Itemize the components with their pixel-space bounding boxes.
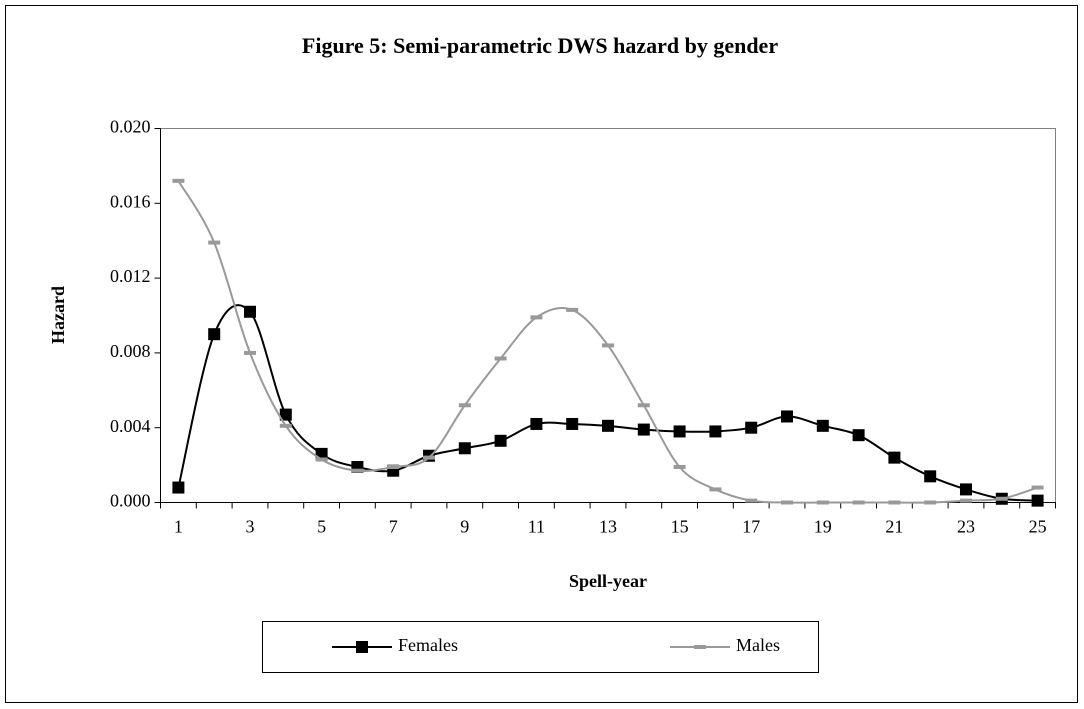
data-point [816,419,829,432]
data-point [709,487,722,492]
data-point [1031,494,1044,507]
chart-title: Figure 5: Semi-parametric DWS hazard by … [302,33,778,58]
chart-frame [5,5,1078,703]
data-point [673,425,686,438]
data-point [208,240,221,245]
data-point [852,429,865,442]
data-point [709,425,722,438]
data-point [387,464,400,469]
x-axis-title: Spell-year [569,571,647,591]
data-point [1031,485,1044,490]
data-point [924,470,937,483]
data-point [602,419,614,432]
data-point [566,307,579,312]
data-point [637,403,650,408]
data-point [888,451,901,464]
data-point [423,455,435,460]
data-point [458,403,471,408]
data-point [924,500,937,505]
data-point [852,500,865,505]
data-point [816,500,829,505]
data-point [494,434,507,447]
data-point [960,498,972,503]
x-tick-label: 7 [389,517,398,537]
data-point [602,343,614,348]
x-tick-label: 15 [671,517,689,537]
x-tick-label: 25 [1029,517,1047,537]
data-point [960,483,972,496]
data-point [566,417,579,430]
data-point [279,408,292,421]
y-tick-label: 0.000 [110,491,151,511]
x-tick-label: 19 [814,517,832,537]
x-tick-label: 9 [460,517,469,537]
y-axis-title: Hazard [48,286,68,344]
data-point [530,417,543,430]
data-point [888,500,901,505]
data-point [781,410,793,423]
data-point [208,328,221,341]
data-point [315,457,328,462]
legend-label: Females [398,635,458,655]
x-tick-label: 5 [317,517,326,537]
x-tick-label: 3 [246,517,255,537]
y-tick-label: 0.016 [110,191,151,211]
legend-label: Males [736,635,780,655]
data-point [244,350,256,355]
y-tick-label: 0.004 [110,416,151,436]
data-point [279,423,292,428]
data-point [351,468,364,473]
data-point [745,498,758,503]
x-tick-label: 13 [599,517,617,537]
x-tick-label: 1 [174,517,183,537]
y-tick-label: 0.020 [110,117,151,137]
data-point [781,500,793,505]
data-point [172,481,185,494]
x-tick-label: 17 [742,517,760,537]
data-point [745,421,758,434]
legend-marker [356,641,368,653]
data-point [637,423,650,436]
legend-marker [694,645,706,649]
x-tick-label: 11 [528,517,545,537]
x-tick-label: 21 [885,517,903,537]
data-point [530,315,543,320]
data-point [458,442,471,455]
y-tick-label: 0.008 [110,341,151,361]
data-point [995,496,1008,501]
data-point [244,305,256,318]
data-point [494,356,507,361]
data-point [172,178,185,183]
y-tick-label: 0.012 [110,266,151,286]
data-point [673,464,686,469]
x-tick-label: 23 [957,517,975,537]
